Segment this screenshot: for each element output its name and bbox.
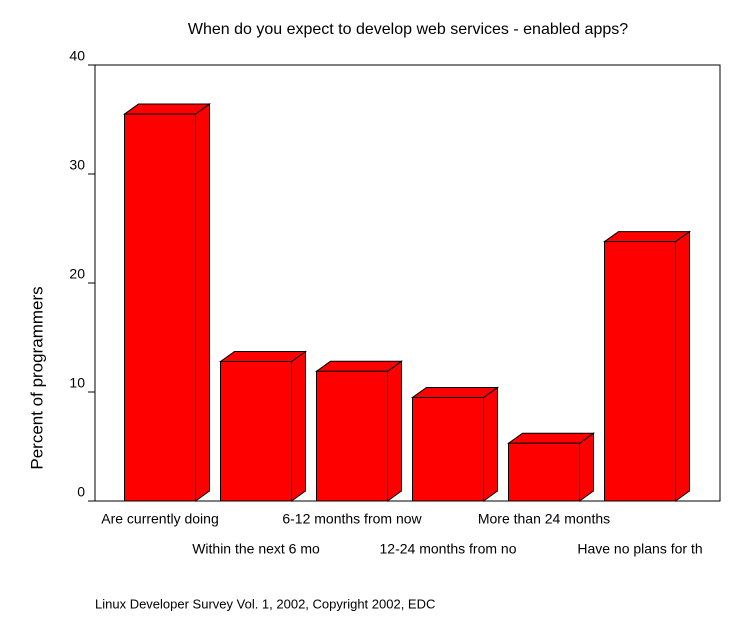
bar-top xyxy=(410,386,500,398)
y-tick-label: 0 xyxy=(77,484,85,500)
bar xyxy=(412,396,484,502)
y-tick-label: 20 xyxy=(69,266,85,282)
bar xyxy=(220,360,292,502)
bar-side xyxy=(579,432,594,502)
bar xyxy=(604,241,676,502)
bar-top xyxy=(122,103,212,115)
y-tick-label: 40 xyxy=(69,48,85,64)
y-tick-label: 30 xyxy=(69,157,85,173)
x-tick-label: 12-24 months from no xyxy=(380,541,517,557)
bar-side xyxy=(483,386,498,502)
bar-top xyxy=(602,231,692,243)
x-tick-label: More than 24 months xyxy=(478,511,610,527)
x-tick-label: 6-12 months from now xyxy=(282,511,422,527)
bar-top xyxy=(506,432,596,444)
bar-side xyxy=(291,350,306,502)
x-tick-label: Within the next 6 mo xyxy=(192,541,320,557)
y-tick-label: 10 xyxy=(69,375,85,391)
x-tick-label: Have no plans for th xyxy=(577,541,702,557)
bar xyxy=(508,442,580,502)
chart-title: When do you expect to develop web servic… xyxy=(188,21,628,38)
footnote: Linux Developer Survey Vol. 1, 2002, Cop… xyxy=(95,596,435,611)
bar-side xyxy=(675,230,690,502)
bar-top xyxy=(218,350,308,362)
bar xyxy=(316,370,388,502)
x-tick-label: Are currently doing xyxy=(101,511,219,527)
bar-side xyxy=(195,103,210,502)
bar xyxy=(124,113,196,502)
bar-top xyxy=(314,360,404,372)
bar-side xyxy=(387,360,402,502)
y-axis-label: Percent of programmers xyxy=(27,286,46,469)
